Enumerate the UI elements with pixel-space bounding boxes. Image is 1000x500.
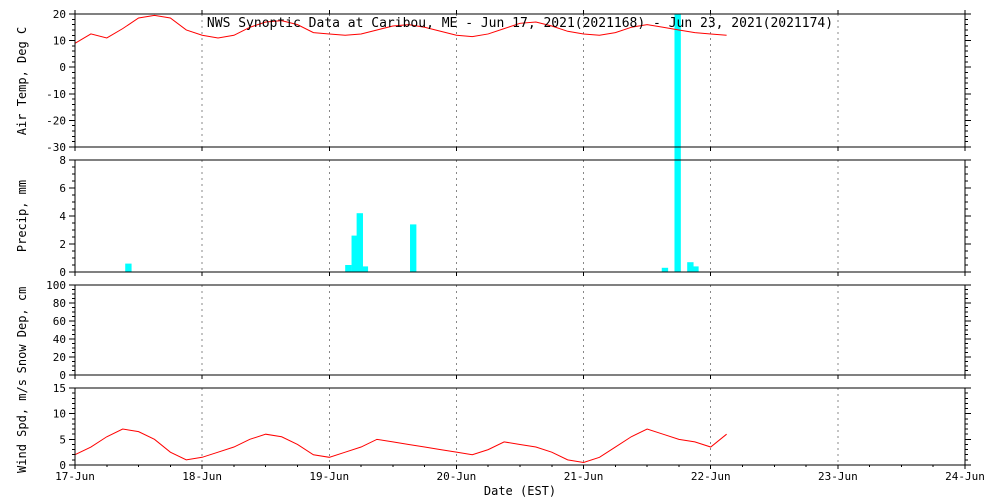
y-tick-label: 100 [46,279,66,292]
y-axis-label-wind-speed: Wind Spd, m/s [15,379,29,473]
chart-title: NWS Synoptic Data at Caribou, ME - Jun 1… [206,16,834,31]
precip-bar [351,235,358,272]
y-tick-label: 4 [59,210,66,223]
y-tick-label: 60 [53,315,66,328]
panel-frame [74,13,966,148]
precip-bar [674,14,681,273]
y-tick-label: -30 [46,141,66,154]
y-tick-label: 0 [59,266,66,279]
precip-bar [692,266,699,272]
y-tick-label: 2 [59,238,66,251]
y-tick-label: 10 [53,35,66,48]
y-tick-label: 0 [59,61,66,74]
y-tick-label: -10 [46,88,66,101]
precip-bar [125,263,132,272]
y-tick-label: 80 [53,297,66,310]
x-tick-label: 24-Jun [945,470,985,483]
y-tick-label: 40 [53,333,66,346]
y-tick-label: 0 [59,369,66,382]
panel-frame [74,387,966,466]
y-tick-label: 5 [59,433,66,446]
y-tick-label: 20 [53,351,66,364]
y-tick-label: -20 [46,114,66,127]
x-tick-label: 22-Jun [691,470,731,483]
y-tick-label: 20 [53,8,66,21]
x-tick-label: 19-Jun [309,470,349,483]
precip-bar [345,265,352,272]
air-temp-line [74,14,727,44]
precip-bar [661,267,669,272]
precip-bar [356,213,363,272]
x-tick-label: 18-Jun [182,470,222,483]
precip-bar [410,224,417,272]
y-tick-label: 15 [53,382,66,395]
y-tick-label: 8 [59,154,66,167]
panel-frame [74,159,966,273]
x-tick-label: 20-Jun [437,470,477,483]
y-tick-label: 0 [59,459,66,472]
precip-bar [687,262,694,272]
panel-frame [74,284,966,376]
y-axis-label-air-temp: Air Temp, Deg C [15,26,29,136]
x-tick-label: 17-Jun [55,470,95,483]
x-axis-label: Date (EST) [483,484,557,498]
precip-bar [361,266,369,272]
x-tick-label: 23-Jun [818,470,858,483]
y-tick-label: 10 [53,408,66,421]
y-tick-label: 6 [59,182,66,195]
x-tick-label: 21-Jun [564,470,604,483]
wind-speed-line [74,428,727,463]
